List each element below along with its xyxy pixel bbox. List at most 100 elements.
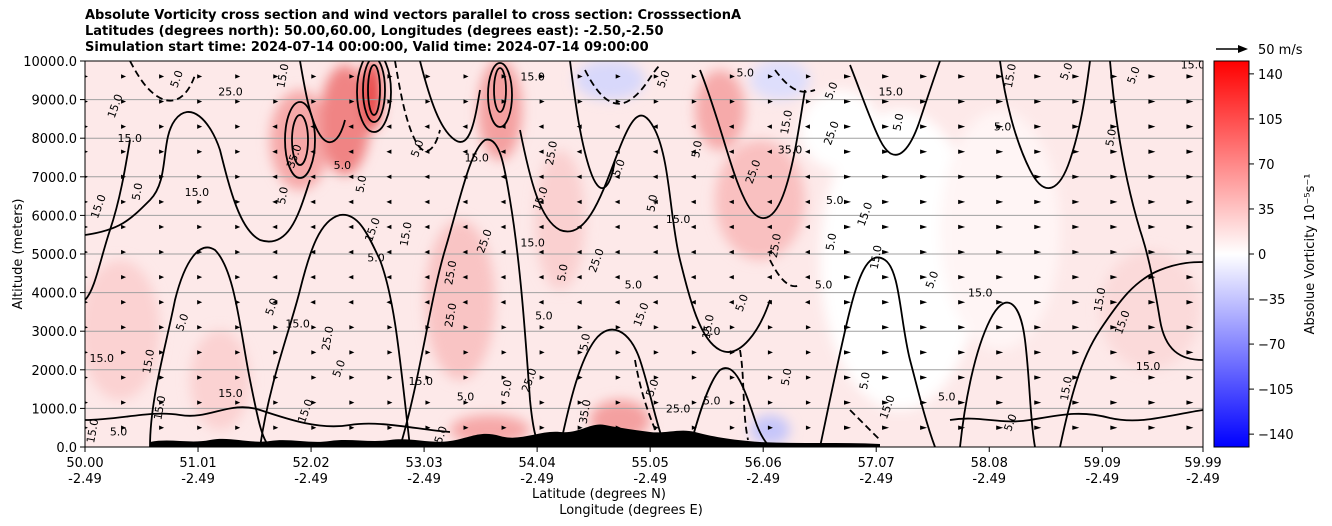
wind-vector	[539, 375, 545, 380]
wind-vector	[462, 174, 468, 179]
wind-vector	[691, 425, 697, 430]
wind-vector	[728, 199, 734, 205]
wind-vector	[1034, 174, 1042, 179]
wind-vector	[1186, 249, 1194, 255]
wind-vector	[958, 325, 966, 330]
wind-vector	[539, 325, 545, 330]
wind-vector	[1148, 325, 1156, 330]
wind-vector	[349, 375, 355, 380]
wind-vector	[462, 274, 468, 280]
wind-vector	[159, 174, 165, 179]
wind-vector	[729, 74, 735, 79]
wind-vector	[844, 400, 852, 405]
wind-vector	[804, 124, 810, 129]
x-tick-label-lon: -2.49	[972, 472, 1006, 487]
wind-vector	[425, 74, 431, 79]
wind-vector	[85, 100, 88, 103]
wind-vector	[804, 249, 810, 255]
wind-vector	[653, 400, 659, 405]
wind-vector	[766, 300, 772, 305]
contour-label: 5.0	[923, 269, 941, 290]
wind-vector	[310, 199, 316, 205]
wind-vector	[844, 249, 852, 255]
wind-vector	[235, 124, 241, 129]
wind-vector	[729, 99, 735, 104]
wind-vector	[920, 400, 928, 405]
wind-vector	[121, 224, 127, 230]
wind-vector	[311, 99, 317, 104]
wind-vector	[996, 274, 1004, 280]
wind-vector	[729, 375, 735, 380]
wind-vector	[272, 149, 278, 154]
x-tick-label-lat: 50.00	[66, 456, 103, 471]
wind-vector	[1110, 199, 1118, 205]
wind-vector	[996, 124, 1004, 129]
x-tick-label-lat: 51.01	[179, 456, 216, 471]
wind-vector	[85, 250, 88, 254]
wind-vector	[1034, 375, 1042, 380]
wind-vector	[85, 175, 88, 179]
contour-label: 15.0	[274, 63, 291, 89]
contour-label: 15.0	[968, 286, 993, 299]
wind-vector	[539, 99, 545, 104]
wind-vector	[920, 199, 928, 205]
wind-vector	[1186, 400, 1194, 405]
wind-vector	[1072, 375, 1080, 380]
wind-vector	[501, 375, 507, 380]
wind-vector	[1110, 249, 1118, 255]
contour-label: 15.0	[151, 395, 168, 421]
wind-vector	[197, 199, 203, 205]
wind-vector	[538, 174, 544, 179]
wind-vector	[462, 199, 468, 205]
wind-vector	[728, 249, 734, 255]
contour-label: 5.0	[703, 325, 721, 338]
wind-vector	[614, 124, 620, 129]
wind-vector	[235, 74, 241, 79]
wind-vector	[500, 174, 506, 179]
wind-vector	[1034, 74, 1042, 79]
vorticity-field: 5.0 25.0 15.0 15.0 15.0 5.0 15.0 15.0 5.0 35.0 5.0…	[85, 61, 1203, 447]
wind-vector	[844, 274, 852, 280]
contour-label: 5.0	[408, 138, 426, 159]
wind-vector	[615, 74, 621, 79]
wind-vector	[85, 351, 88, 354]
chart-title-line-1: Absolute Vorticity cross section and win…	[85, 8, 742, 23]
wind-vector	[1148, 249, 1156, 255]
contour-label: 5.0	[689, 139, 705, 158]
contour-label: 15.0	[700, 314, 717, 340]
wind-vector	[424, 224, 430, 230]
wind-vector	[235, 300, 241, 305]
wind-vector	[121, 325, 127, 330]
wind-vector	[121, 74, 127, 79]
contour-label: 15.0	[218, 387, 243, 400]
wind-vector	[1186, 99, 1194, 104]
wind-vector	[273, 400, 279, 405]
contour-label: 5.0	[168, 69, 186, 90]
wind-vector	[121, 300, 127, 305]
contour-label: 15.0	[520, 70, 545, 83]
wind-vector	[614, 174, 620, 179]
wind-vector	[386, 174, 392, 179]
wind-vector	[882, 224, 890, 230]
wind-vector	[690, 149, 696, 154]
wind-vector	[462, 224, 468, 230]
contour-label: 15.0	[1091, 287, 1108, 313]
wind-vector	[1110, 425, 1118, 430]
wind-vector	[844, 325, 852, 330]
contour-label: 5.0	[275, 186, 291, 205]
wind-vector	[1072, 124, 1080, 129]
wind-vector	[1186, 224, 1194, 230]
wind-vector	[804, 174, 810, 179]
wind-vector	[652, 199, 658, 205]
wind-vector	[652, 149, 658, 154]
wind-vector	[1148, 124, 1156, 129]
wind-vector	[996, 300, 1004, 305]
wind-vector	[804, 199, 810, 205]
wind-vector	[1072, 249, 1080, 255]
contour-label: 5.0	[737, 66, 755, 79]
wind-vector	[577, 74, 583, 79]
wind-vector	[501, 325, 507, 330]
contour-label: 5.0	[733, 293, 751, 314]
colorbar-tick-label: −35	[1258, 293, 1285, 308]
wind-vector	[690, 300, 696, 305]
